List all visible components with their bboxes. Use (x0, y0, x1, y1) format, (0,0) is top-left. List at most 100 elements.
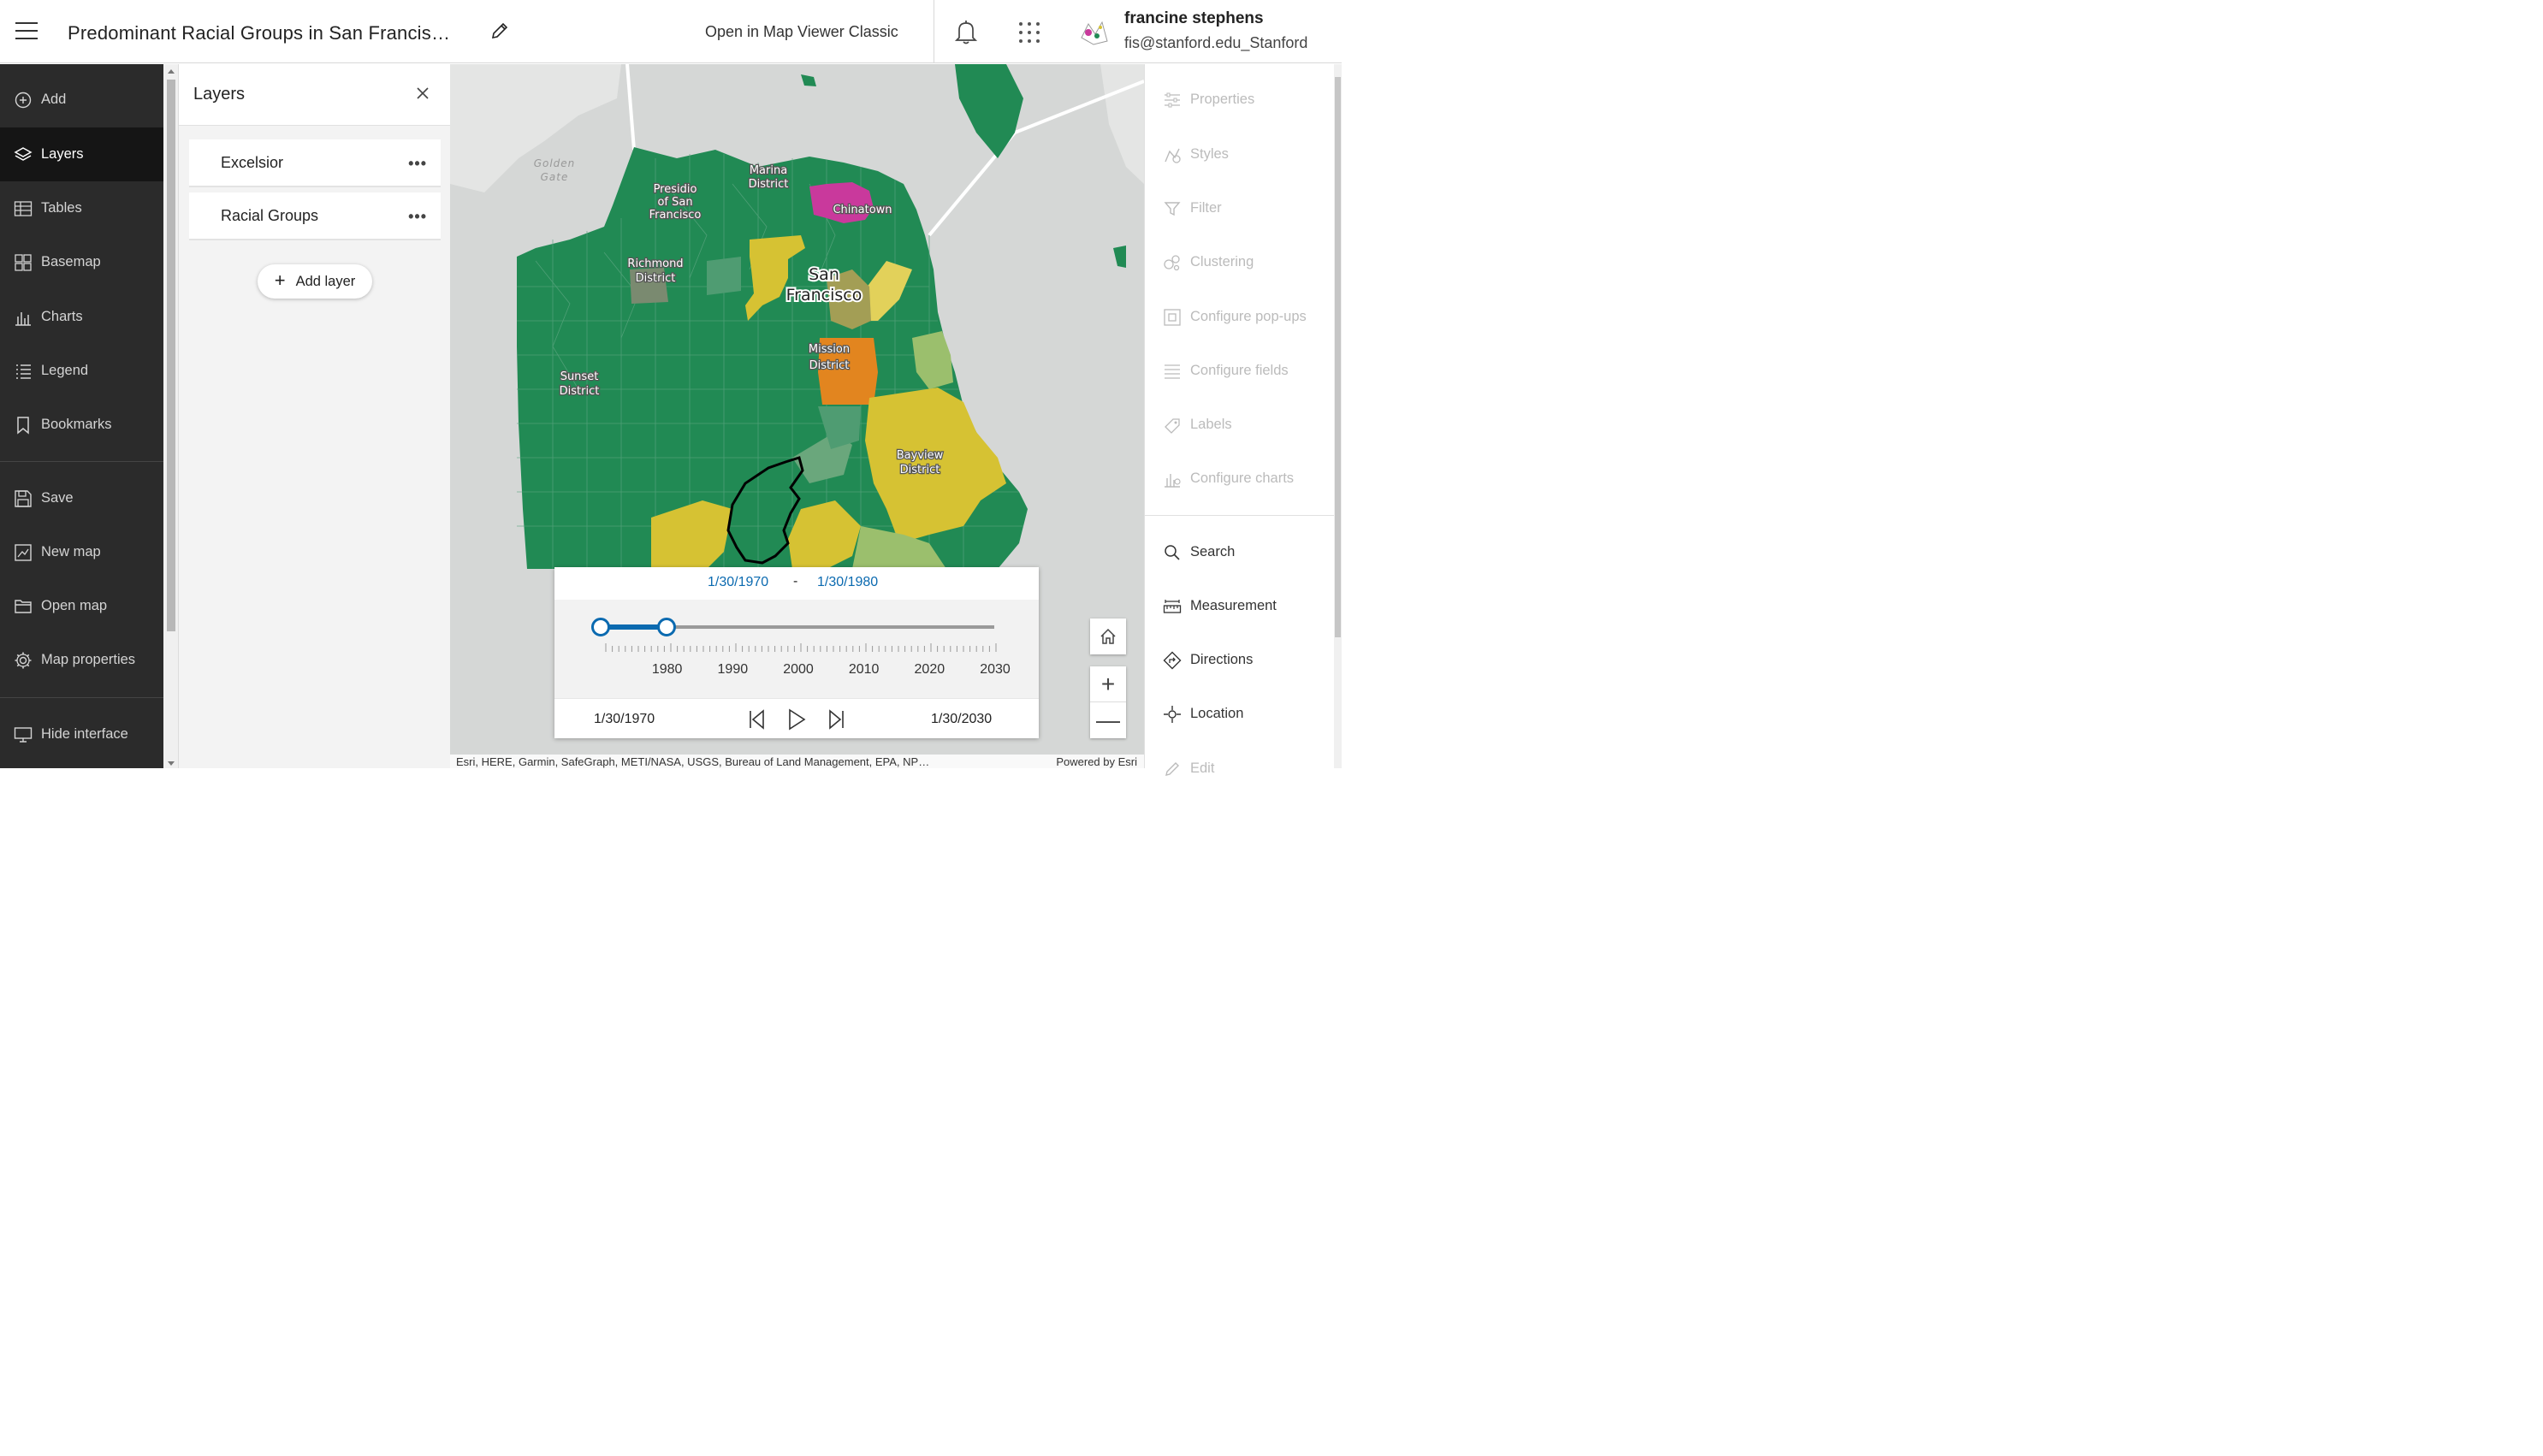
app-launcher-icon[interactable] (1017, 20, 1042, 45)
measurement-button[interactable]: Measurement (1145, 579, 1335, 633)
time-slider: 1/30/1970 - 1/30/1980 1980 1990 2000 2010 20… (554, 567, 1039, 738)
legend-button[interactable]: Legend (0, 344, 163, 398)
styles-button[interactable]: Styles (1145, 127, 1335, 181)
configure-charts-label: Configure charts (1190, 471, 1295, 486)
open-classic-link[interactable]: Open in Map Viewer Classic (705, 23, 898, 40)
home-button[interactable] (1090, 619, 1126, 654)
popup-icon (1163, 308, 1182, 327)
save-button[interactable]: Save (0, 471, 163, 525)
range-end-date[interactable]: 1/30/1980 (817, 575, 879, 589)
layer-item-racial-groups[interactable]: Racial Groups ••• (189, 192, 441, 240)
labels-button[interactable]: Labels (1145, 398, 1335, 452)
clustering-label: Clustering (1190, 254, 1254, 269)
more-options-icon[interactable]: ••• (408, 155, 427, 172)
filter-button[interactable]: Filter (1145, 181, 1335, 235)
presidio-label-3: Francisco (649, 209, 702, 222)
clustering-icon (1163, 253, 1182, 272)
slider-track[interactable] (601, 625, 994, 629)
search-button[interactable]: Search (1145, 525, 1335, 579)
slider-end-handle[interactable] (656, 618, 676, 636)
hide-interface-button[interactable]: Hide interface (0, 707, 163, 761)
toolbar-divider (0, 697, 163, 698)
basemap-button[interactable]: Basemap (0, 235, 163, 289)
time-range-display: 1/30/1970 - 1/30/1980 (554, 567, 1039, 600)
styles-icon (1163, 145, 1182, 164)
close-icon[interactable] (415, 86, 430, 101)
new-map-button[interactable]: New map (0, 525, 163, 579)
scroll-up-icon[interactable] (168, 69, 175, 74)
toolbar-divider (0, 461, 163, 462)
measure-icon (1163, 597, 1182, 616)
attribution-text[interactable]: Esri, HERE, Garmin, SafeGraph, METI/NASA… (456, 755, 930, 768)
add-layer-button[interactable]: + Add layer (258, 264, 372, 299)
more-options-icon[interactable]: ••• (408, 208, 427, 225)
slider-max-date: 1/30/2030 (931, 712, 993, 726)
configure-charts-button[interactable]: Configure charts (1145, 452, 1335, 506)
previous-icon[interactable] (746, 707, 768, 731)
slider-tick-label: 2010 (848, 662, 880, 677)
charts-button[interactable]: Charts (0, 290, 163, 344)
measurement-label: Measurement (1190, 598, 1277, 613)
zoom-in-button[interactable]: + (1090, 666, 1126, 702)
powered-by-esri[interactable]: Powered by Esri (1056, 755, 1137, 768)
add-button[interactable]: Add (0, 73, 163, 127)
slider-ticks (605, 643, 997, 652)
map-view[interactable]: Golden Gate Presidio of San Francisco Ma… (450, 64, 1144, 768)
layers-panel: Layers Excelsior ••• Racial Groups ••• +… (179, 64, 450, 768)
layers-icon (14, 145, 33, 164)
menu-icon[interactable] (15, 22, 38, 41)
golden-gate-label-2: Gate (541, 171, 569, 183)
directions-button[interactable]: Directions (1145, 633, 1335, 687)
map-properties-label: Map properties (41, 652, 136, 667)
filter-label: Filter (1190, 200, 1222, 216)
presidio-label-2: of San (657, 196, 692, 209)
slider-start-handle[interactable] (591, 618, 610, 636)
avatar[interactable] (1076, 15, 1111, 50)
sunset-label-2: District (560, 385, 600, 398)
labels-label: Labels (1190, 417, 1232, 432)
slider-selected-range (601, 624, 667, 630)
map-canvas[interactable]: Golden Gate Presidio of San Francisco Ma… (450, 64, 1144, 768)
edit-button[interactable]: Edit (1145, 742, 1335, 796)
richmond-label-1: Richmond (627, 257, 683, 270)
properties-icon (1163, 91, 1182, 109)
layer-name: Excelsior (221, 153, 284, 171)
map-properties-button[interactable]: Map properties (0, 633, 163, 687)
location-button[interactable]: Location (1145, 687, 1335, 741)
bayview-label-2: District (900, 464, 940, 476)
play-icon[interactable] (785, 707, 808, 731)
plus-icon: + (274, 269, 286, 291)
pencil-icon[interactable] (489, 21, 510, 41)
user-name[interactable]: francine stephens (1124, 9, 1264, 27)
clustering-button[interactable]: Clustering (1145, 235, 1335, 289)
location-icon (1163, 705, 1182, 724)
map-title[interactable]: Predominant Racial Groups in San Francis… (68, 22, 451, 44)
mission-label-1: Mission (809, 343, 850, 356)
bell-icon[interactable] (954, 19, 978, 44)
zoom-control: + — (1090, 666, 1126, 738)
presidio-label-1: Presidio (654, 183, 697, 196)
scroll-thumb[interactable] (167, 80, 175, 631)
left-scrollbar[interactable] (163, 64, 179, 768)
attribution-bar: Esri, HERE, Garmin, SafeGraph, METI/NASA… (450, 755, 1144, 768)
styles-label: Styles (1190, 146, 1229, 162)
scroll-thumb[interactable] (1335, 77, 1341, 637)
range-start-date[interactable]: 1/30/1970 (708, 575, 769, 589)
right-scrollbar[interactable] (1334, 64, 1342, 768)
save-icon (14, 489, 33, 508)
configure-fields-button[interactable]: Configure fields (1145, 344, 1335, 398)
layer-item-excelsior[interactable]: Excelsior ••• (189, 139, 441, 187)
zoom-out-button[interactable]: — (1096, 707, 1120, 733)
slider-tick-label: 2000 (783, 662, 814, 677)
table-icon (14, 199, 33, 218)
tables-button[interactable]: Tables (0, 181, 163, 235)
bookmark-icon (14, 416, 33, 435)
next-icon[interactable] (825, 707, 847, 731)
open-map-button[interactable]: Open map (0, 579, 163, 633)
bookmarks-button[interactable]: Bookmarks (0, 398, 163, 452)
configure-popups-button[interactable]: Configure pop-ups (1145, 290, 1335, 344)
layers-button[interactable]: Layers (0, 127, 163, 181)
scroll-down-icon[interactable] (168, 761, 175, 766)
properties-button[interactable]: Properties (1145, 73, 1335, 127)
basemap-icon (14, 253, 33, 272)
